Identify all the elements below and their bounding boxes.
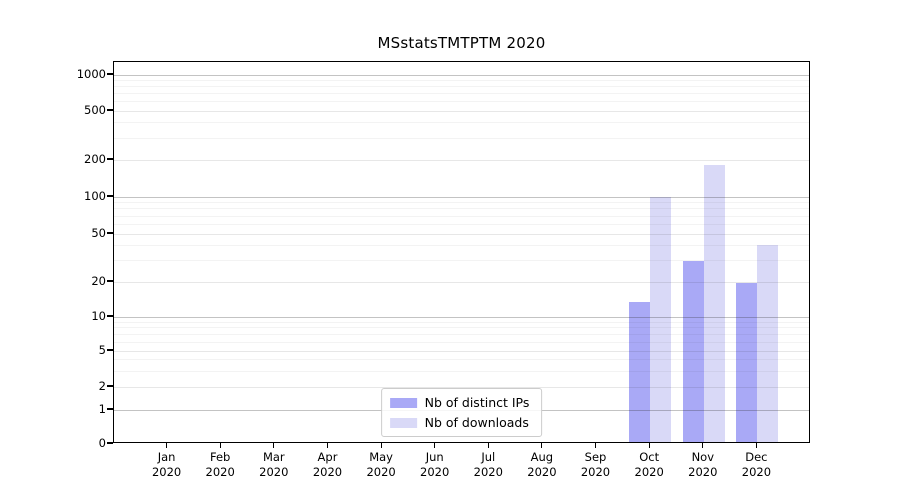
gridline-y-60 — [114, 223, 809, 225]
x-tick-label-mar: Mar 2020 — [259, 450, 289, 479]
x-tick-label-feb: Feb 2020 — [205, 450, 235, 479]
x-tick-mark-nov — [702, 443, 704, 448]
y-tick-mark-0 — [107, 442, 113, 444]
gridline-y-400 — [114, 122, 809, 124]
y-tick-label-50: 50 — [91, 226, 106, 240]
x-tick-mark-jun — [434, 443, 436, 448]
y-tick-label-200: 200 — [84, 152, 106, 166]
x-tick-mark-may — [380, 443, 382, 448]
gridline-y-900 — [114, 80, 809, 81]
x-tick-label-jan: Jan 2020 — [151, 450, 182, 479]
y-tick-mark-2 — [107, 385, 113, 387]
gridline-y-40 — [114, 245, 809, 247]
legend-label-downloads: Nb of downloads — [424, 415, 529, 430]
legend-item-downloads: Nb of downloads — [389, 415, 530, 430]
y-tick-label-1: 1 — [98, 402, 106, 416]
x-tick-mark-dec — [755, 443, 757, 448]
gridline-y-700 — [114, 93, 809, 94]
gridline-y-6 — [114, 341, 809, 343]
gridline-y-7 — [114, 334, 809, 335]
gridline-y-50 — [114, 233, 809, 235]
x-tick-mark-feb — [219, 443, 221, 448]
gridline-y-100 — [114, 196, 809, 198]
y-tick-mark-1000 — [107, 73, 113, 75]
x-tick-label-jun: Jun 2020 — [420, 450, 450, 479]
legend-swatch-downloads — [389, 417, 417, 428]
gridline-y-1000 — [114, 74, 809, 76]
y-tick-mark-100 — [107, 195, 113, 197]
y-tick-label-10: 10 — [91, 309, 106, 323]
gridline-y-9 — [114, 321, 809, 323]
y-tick-mark-20 — [107, 280, 113, 282]
gridline-y-800 — [114, 86, 809, 88]
plot-area: Nb of distinct IPs Nb of downloads — [113, 61, 810, 443]
gridline-y-500 — [114, 110, 809, 112]
y-tick-label-500: 500 — [84, 103, 106, 117]
y-tick-label-5: 5 — [98, 343, 106, 357]
gridline-y-90 — [114, 202, 809, 204]
bar-downloads-oct — [650, 196, 672, 442]
gridline-y-80 — [114, 208, 809, 210]
x-tick-label-nov: Nov 2020 — [688, 450, 718, 479]
legend: Nb of distinct IPs Nb of downloads — [380, 388, 543, 437]
x-tick-label-sep: Sep 2020 — [580, 450, 611, 479]
x-tick-label-apr: Apr 2020 — [312, 450, 343, 479]
x-tick-mark-sep — [594, 443, 597, 448]
x-tick-mark-mar — [273, 443, 275, 448]
gridline-y-8 — [114, 327, 809, 329]
gridline-y-3 — [114, 370, 809, 372]
x-tick-mark-jul — [487, 443, 489, 448]
y-tick-mark-200 — [107, 158, 113, 160]
gridline-y-2 — [114, 386, 809, 388]
gridline-y-600 — [114, 101, 809, 102]
bar-distinct-ips-oct — [629, 301, 651, 442]
bar-distinct-ips-dec — [736, 282, 758, 442]
y-tick-label-100: 100 — [84, 189, 106, 203]
gridline-y-30 — [114, 260, 809, 262]
x-tick-label-jul: Jul 2020 — [473, 450, 503, 479]
x-tick-mark-jan — [166, 443, 168, 448]
gridline-y-10 — [114, 316, 809, 318]
y-tick-mark-10 — [107, 315, 113, 317]
x-tick-label-oct: Oct 2020 — [634, 450, 664, 479]
y-tick-label-0: 0 — [98, 436, 106, 450]
y-tick-label-1000: 1000 — [76, 67, 106, 81]
x-tick-mark-oct — [648, 443, 650, 448]
gridline-y-300 — [114, 137, 809, 139]
x-tick-mark-apr — [326, 443, 329, 448]
bar-downloads-dec — [757, 245, 779, 442]
x-tick-label-may: May 2020 — [366, 450, 396, 479]
x-tick-mark-aug — [541, 443, 543, 448]
legend-item-distinct-ips: Nb of distinct IPs — [389, 395, 530, 410]
chart-title: MSstatsTMTPTM 2020 — [377, 34, 546, 52]
gridline-y-5 — [114, 350, 809, 352]
y-tick-mark-1 — [107, 408, 113, 410]
gridline-y-4 — [114, 359, 809, 361]
y-tick-label-2: 2 — [98, 379, 106, 393]
x-tick-label-dec: Dec 2020 — [741, 450, 772, 479]
y-tick-label-20: 20 — [91, 274, 106, 288]
y-tick-mark-50 — [107, 232, 113, 234]
x-tick-label-aug: Aug 2020 — [527, 450, 557, 479]
legend-swatch-distinct-ips — [389, 397, 417, 408]
bar-distinct-ips-nov — [682, 260, 704, 442]
gridline-y-20 — [114, 281, 809, 283]
y-tick-mark-5 — [107, 349, 113, 351]
y-tick-mark-500 — [107, 109, 113, 111]
legend-label-distinct-ips: Nb of distinct IPs — [424, 395, 530, 410]
gridline-y-70 — [114, 215, 809, 217]
bar-downloads-nov — [703, 164, 725, 442]
gridline-y-200 — [114, 159, 809, 161]
